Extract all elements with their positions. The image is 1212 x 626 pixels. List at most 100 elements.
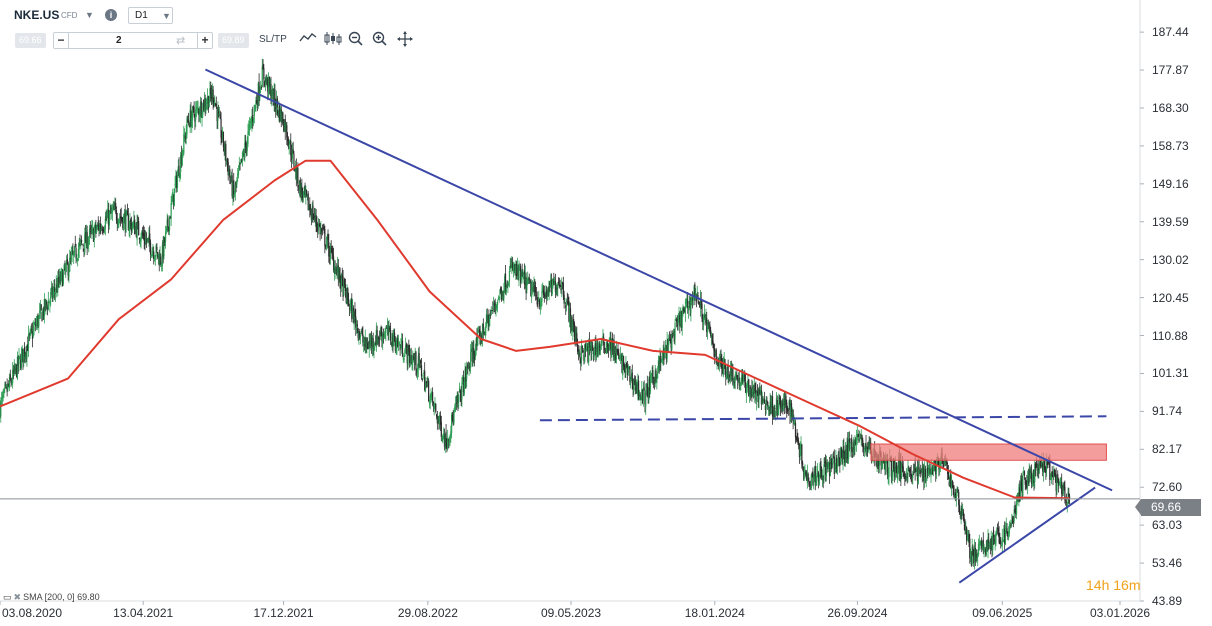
candle-body xyxy=(960,508,962,518)
zoom-in-icon[interactable] xyxy=(372,31,388,50)
candle-body xyxy=(58,276,60,283)
candle-body xyxy=(79,240,81,242)
info-icon[interactable]: i xyxy=(105,9,117,21)
candle-body xyxy=(390,342,393,346)
candle-body xyxy=(570,316,572,331)
candle-body xyxy=(0,400,2,417)
candle-body xyxy=(158,256,160,266)
legend-toggle-icon[interactable]: ▭ xyxy=(3,592,12,602)
decrease-button[interactable]: − xyxy=(54,33,69,48)
candle-body xyxy=(962,510,964,516)
candle-body xyxy=(893,466,896,478)
candle-body xyxy=(622,355,624,376)
candle-body xyxy=(702,319,704,322)
increase-button[interactable]: + xyxy=(197,33,212,48)
candle-body xyxy=(485,326,487,336)
candle-body xyxy=(764,405,766,410)
ask-price[interactable]: 69.89 xyxy=(218,33,249,48)
bid-price[interactable]: 69.66 xyxy=(15,33,46,48)
candle-body xyxy=(748,379,750,397)
candle-body xyxy=(131,225,133,229)
candle-body xyxy=(767,402,769,407)
y-tick-label: 149.16 xyxy=(1152,176,1189,191)
candle-body xyxy=(256,100,258,103)
candle-body xyxy=(1000,545,1003,547)
candle-body xyxy=(406,348,408,364)
candle-body xyxy=(801,444,803,465)
candle-body xyxy=(494,304,496,306)
candle-body xyxy=(491,310,493,311)
candle-body xyxy=(733,382,736,383)
quantity-value[interactable]: 2 xyxy=(116,35,122,46)
candle-body xyxy=(139,240,141,242)
candle-body xyxy=(993,539,995,544)
remove-indicator-icon[interactable]: ✖ xyxy=(13,592,22,602)
candle-body xyxy=(230,174,232,181)
candle-body xyxy=(485,313,488,326)
candle-body xyxy=(108,212,110,226)
timeframe-select[interactable]: D1 ▼ xyxy=(128,7,173,24)
candle-body xyxy=(50,286,53,291)
candle-body xyxy=(267,79,269,92)
candle-body xyxy=(1046,461,1048,470)
candle-body xyxy=(672,332,674,335)
candle-body xyxy=(640,397,642,400)
candle-body xyxy=(556,287,558,290)
candle-body xyxy=(28,334,30,336)
candle-body xyxy=(968,534,970,542)
candle-type-icon[interactable] xyxy=(324,31,342,50)
candle-body xyxy=(680,311,682,324)
crosshair-icon[interactable] xyxy=(397,31,414,51)
quantity-stepper[interactable]: − 2 ⇄ + xyxy=(53,32,213,49)
candle-body xyxy=(656,379,658,384)
candle-body xyxy=(464,368,466,383)
candle-body xyxy=(1049,460,1051,480)
indicator-legend[interactable]: ▭ ✖ SMA [200, 0] 69.80 xyxy=(3,592,100,603)
candle-body xyxy=(269,85,271,88)
candle-body xyxy=(438,420,440,422)
candle-body xyxy=(237,170,240,176)
candle-body xyxy=(532,289,534,291)
candle-body xyxy=(1012,520,1014,523)
candle-body xyxy=(305,190,307,196)
candle-body xyxy=(643,387,645,391)
swap-icon[interactable]: ⇄ xyxy=(176,35,186,47)
symbol-dropdown-icon[interactable]: ▼ xyxy=(85,10,94,20)
resistance-zone[interactable] xyxy=(870,443,1107,461)
candle-body xyxy=(463,381,465,395)
line-chart-icon[interactable] xyxy=(299,31,317,48)
candle-body xyxy=(694,284,696,298)
candle-body xyxy=(799,446,801,457)
candle-body xyxy=(157,251,159,258)
y-tick-label: 43.89 xyxy=(1152,594,1183,608)
candle-body xyxy=(971,546,973,565)
candle-body xyxy=(983,548,985,550)
candle-body xyxy=(744,373,746,381)
candle-body xyxy=(737,375,739,381)
candle-body xyxy=(901,464,904,469)
candle-body xyxy=(449,436,451,438)
candle-body xyxy=(352,307,354,324)
candle-body xyxy=(632,380,634,390)
candle-body xyxy=(920,468,923,473)
candle-body xyxy=(368,342,370,350)
candle-body xyxy=(828,461,830,465)
candle-body xyxy=(637,380,639,397)
candle-body xyxy=(613,340,615,357)
sltp-button[interactable]: SL/TP xyxy=(259,34,287,45)
candle-body xyxy=(364,337,366,346)
candle-body xyxy=(197,108,199,109)
candle-body xyxy=(262,65,264,70)
candle-body xyxy=(500,289,503,300)
candle-body xyxy=(783,400,785,407)
candle-body xyxy=(634,379,637,391)
countdown-hours: 14 xyxy=(1086,577,1102,593)
candle-body xyxy=(1013,509,1015,522)
candle-body xyxy=(161,263,163,268)
symbol-name[interactable]: NKE.US xyxy=(14,8,60,22)
indicator-lines[interactable] xyxy=(0,68,1113,584)
candle-body xyxy=(97,224,99,226)
candle-body xyxy=(786,402,788,411)
zoom-out-icon[interactable] xyxy=(348,31,364,50)
